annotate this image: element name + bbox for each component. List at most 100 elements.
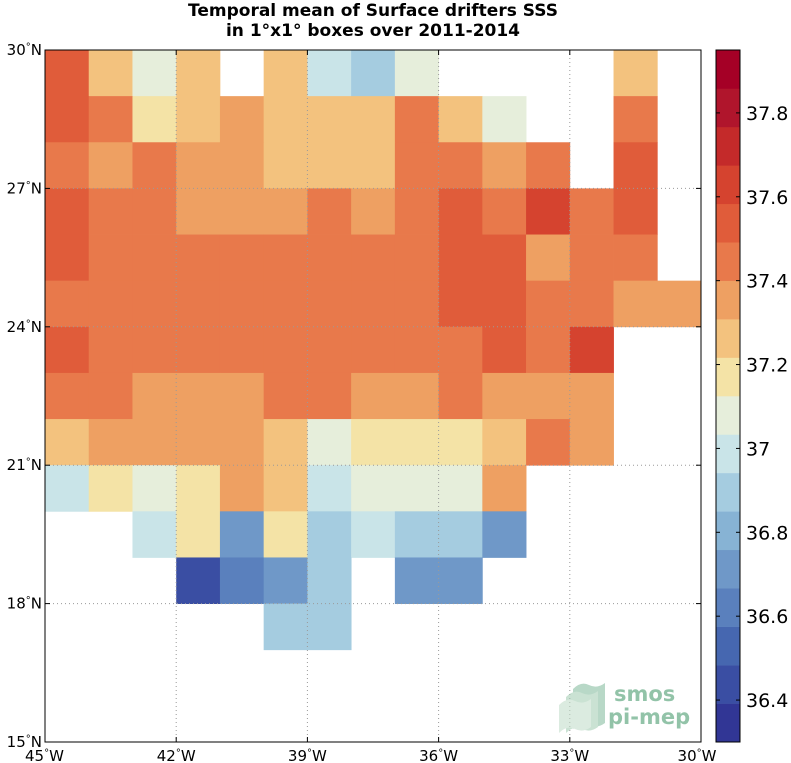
x-tick-label: 33°W xyxy=(550,747,589,763)
heatmap-cell xyxy=(307,188,352,235)
heatmap-cell xyxy=(263,142,308,189)
heatmap-cell xyxy=(132,50,177,97)
heatmap-cell xyxy=(438,419,483,466)
heatmap-cell xyxy=(176,557,221,604)
logo-wave-icon xyxy=(559,683,605,733)
colorbar-tick-label: 37.2 xyxy=(746,355,788,377)
heatmap-cell xyxy=(219,234,265,282)
heatmap-cell xyxy=(307,96,352,143)
y-tick-label: 18°N xyxy=(7,595,42,613)
heatmap-cell xyxy=(176,280,221,328)
heatmap-cell xyxy=(263,557,308,604)
heatmap-cell xyxy=(351,188,396,235)
heatmap-cell xyxy=(351,96,396,143)
heatmap-cell xyxy=(176,142,221,189)
heatmap-cell xyxy=(88,142,133,189)
heatmap-cell xyxy=(438,326,483,374)
heatmap-cell xyxy=(394,419,439,466)
axes-ticks: 45°W 42°W 39°W 36°W 33°W 30°W 30°N 27°N 24°N 21°N… xyxy=(7,41,717,763)
colorbar-frame xyxy=(715,49,741,743)
heatmap-cell xyxy=(351,511,396,558)
heatmap-cell xyxy=(613,96,658,143)
colorbar-tick-label: 36.4 xyxy=(746,690,788,712)
colorbar-segment xyxy=(716,626,740,666)
heatmap-cell xyxy=(88,234,133,282)
heatmap-cell xyxy=(394,280,439,328)
heatmap-cell xyxy=(613,280,658,328)
heatmap-cell xyxy=(307,603,352,651)
heatmap-cell xyxy=(88,465,133,512)
heatmap-cell xyxy=(132,142,177,189)
heatmap-cell xyxy=(307,234,352,282)
heatmap-cell xyxy=(438,280,483,328)
x-tick-label: 45°W xyxy=(25,747,64,763)
colorbar-tick-label: 36.6 xyxy=(746,606,788,628)
heatmap-cell xyxy=(351,419,396,466)
heatmap-cell xyxy=(613,188,658,235)
heatmap-cell xyxy=(482,326,527,374)
heatmap-cell xyxy=(88,96,133,143)
heatmap-cell xyxy=(219,326,265,374)
heatmap-cell xyxy=(394,326,439,374)
x-tick-label: 42°W xyxy=(157,747,196,763)
heatmap-cell xyxy=(307,511,352,558)
colorbar-segment xyxy=(716,357,740,397)
colorbar-segment xyxy=(716,280,740,320)
heatmap-cell xyxy=(438,188,483,235)
heatmap-cell xyxy=(569,280,614,328)
colorbar-segment xyxy=(716,126,740,166)
heatmap-cell xyxy=(176,372,221,420)
heatmap-cell xyxy=(263,96,308,143)
heatmap-cell xyxy=(219,419,265,466)
heatmap-cell xyxy=(176,465,221,512)
heatmap-cell xyxy=(307,557,352,604)
heatmap-cell xyxy=(132,234,177,282)
heatmap-cell xyxy=(45,326,90,374)
heatmap-cell xyxy=(307,142,352,189)
heatmap-cell xyxy=(176,326,221,374)
heatmap-cell xyxy=(482,419,527,466)
heatmap-cell xyxy=(263,326,308,374)
heatmap-cell xyxy=(438,465,483,512)
heatmap-cell xyxy=(88,372,133,420)
heatmap-cell xyxy=(219,465,265,512)
heatmap-cell xyxy=(394,557,439,604)
heatmap-cell xyxy=(613,234,658,282)
heatmap-cell xyxy=(482,280,527,328)
heatmap-cell xyxy=(394,511,439,558)
heatmap-cell xyxy=(263,234,308,282)
heatmap-cell xyxy=(176,234,221,282)
heatmap-cell xyxy=(307,50,352,97)
heatmap-cell xyxy=(88,280,133,328)
heatmap-cell xyxy=(45,142,90,189)
heatmap-cell xyxy=(263,603,308,651)
heatmap-cell xyxy=(351,326,396,374)
heatmap-cell xyxy=(526,234,571,282)
heatmap-cell xyxy=(438,372,483,420)
colorbar: 36.4 36.6 36.8 37 37.2 37.4 37.6 37.8 xyxy=(715,49,788,743)
heatmap-cell xyxy=(351,142,396,189)
heatmap-cell xyxy=(263,419,308,466)
heatmap-cell xyxy=(394,96,439,143)
heatmap-cell xyxy=(45,188,90,235)
smos-pi-mep-logo: smos pi-mep xyxy=(559,682,690,733)
heatmap-cell xyxy=(45,50,90,97)
heatmap-cell xyxy=(45,465,90,512)
heatmap-cell xyxy=(526,419,571,466)
heatmap-cell xyxy=(526,326,571,374)
heatmap-cell xyxy=(438,557,483,604)
heatmap-cell xyxy=(526,372,571,420)
heatmap-cell xyxy=(132,511,177,558)
heatmap-cell xyxy=(482,465,527,512)
heatmap-cell xyxy=(526,142,571,189)
chart-subtitle: in 1°x1° boxes over 2011-2014 xyxy=(225,21,521,41)
heatmap-cell xyxy=(569,326,614,374)
heatmap-cell xyxy=(45,419,90,466)
heatmap-cell xyxy=(176,50,221,97)
heatmap-cell xyxy=(219,280,265,328)
colorbar-segment xyxy=(716,88,740,128)
heatmap-cell xyxy=(132,96,177,143)
heatmap-cell xyxy=(176,419,221,466)
heatmap-cell xyxy=(482,188,527,235)
